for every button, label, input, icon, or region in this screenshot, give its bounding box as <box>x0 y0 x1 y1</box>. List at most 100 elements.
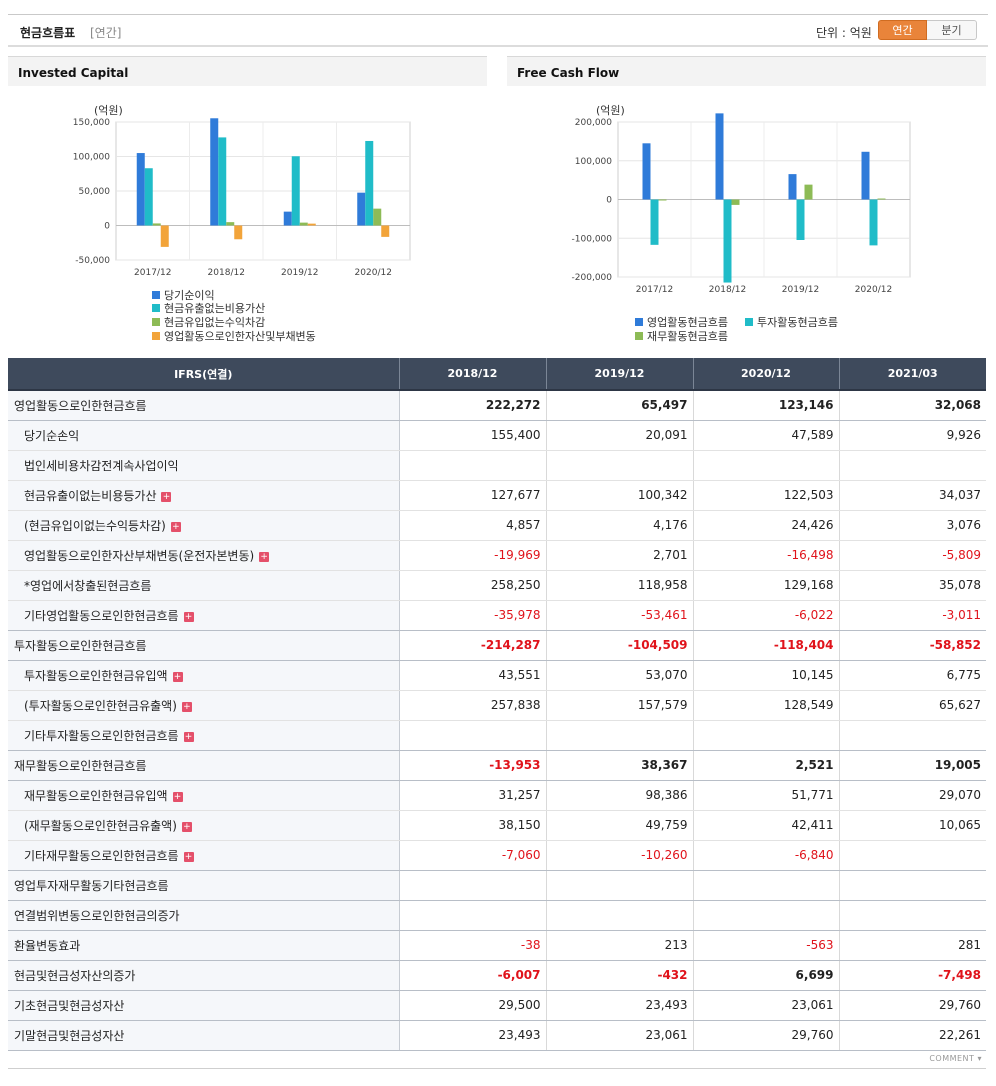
table-row: 환율변동효과 -38 213 -563 281 <box>8 930 986 961</box>
bar <box>283 211 292 226</box>
row-label-text: (투자활동으로인한현금유출액) <box>24 698 177 713</box>
y-tick-label: 0 <box>606 196 612 206</box>
expand-plus-icon[interactable]: + <box>183 611 194 622</box>
expand-plus-icon[interactable]: + <box>181 701 192 712</box>
invested-capital-title: Invested Capital <box>8 56 487 86</box>
header-ifrs: IFRS(연결) <box>8 358 400 391</box>
row-value: 29,760 <box>693 1020 840 1051</box>
bar <box>642 143 651 200</box>
row-value: 34,037 <box>839 480 986 511</box>
row-label-text: 투자활동으로인한현금유입액 <box>24 668 168 683</box>
row-value: -53,461 <box>546 600 694 631</box>
table-row: 영업투자재무활동기타현금흐름 <box>8 870 986 901</box>
x-tick-label: 2020/12 <box>355 268 392 278</box>
row-value: 98,386 <box>546 780 694 811</box>
row-label-text: (현금유입이없는수익등차감) <box>24 518 166 533</box>
expand-plus-icon[interactable]: + <box>183 731 194 742</box>
row-label: (현금유입이없는수익등차감) + <box>8 510 400 541</box>
row-value: 257,838 <box>399 690 547 721</box>
row-label-text: 기타영업활동으로인한현금흐름 <box>24 608 179 623</box>
table-row: 기타투자활동으로인한현금흐름 + <box>8 720 986 751</box>
row-label-text: 투자활동으로인한현금흐름 <box>14 638 147 653</box>
bar <box>299 222 308 226</box>
expand-plus-icon[interactable]: + <box>170 521 181 532</box>
y-tick-label: 150,000 <box>73 118 110 128</box>
row-value <box>399 720 547 751</box>
table-row: 기말현금및현금성자산 23,493 23,061 29,760 22,261 <box>8 1020 986 1051</box>
row-label: (재무활동으로인한현금유출액) + <box>8 810 400 841</box>
expand-plus-icon[interactable]: + <box>181 821 192 832</box>
row-value: 29,070 <box>839 780 986 811</box>
row-label-text: 영업투자재무활동기타현금흐름 <box>14 878 169 893</box>
free-cash-flow-panel: Free Cash Flow (억원) -200,000 -100,000 0 100,… <box>507 56 986 354</box>
table-row: 영업활동으로인한현금흐름 222,272 65,497 123,146 32,068 <box>8 390 986 421</box>
table-row: 기초현금및현금성자산 29,500 23,493 23,061 29,760 <box>8 990 986 1021</box>
table-row: 기타영업활동으로인한현금흐름 + -35,978 -53,461 -6,022 -3,01… <box>8 600 986 631</box>
row-value: 38,367 <box>546 750 694 781</box>
row-value <box>546 720 694 751</box>
bar <box>226 222 235 226</box>
bar <box>877 198 886 200</box>
table-row: 법인세비용차감전계속사업이익 <box>8 450 986 481</box>
bar <box>381 225 390 237</box>
table-row: (재무활동으로인한현금유출액) +38,150 49,759 42,411 10,065 <box>8 810 986 841</box>
x-tick-label: 2018/12 <box>709 285 746 295</box>
table-row: 재무활동으로인한현금흐름 -13,953 38,367 2,521 19,005 <box>8 750 986 781</box>
row-value: -6,840 <box>693 840 840 871</box>
row-label: 재무활동으로인한현금유입액 + <box>8 780 400 811</box>
expand-plus-icon[interactable]: + <box>183 851 194 862</box>
comment-link[interactable]: COMMENT ▾ <box>929 1054 982 1063</box>
bar <box>218 137 227 226</box>
row-value: 31,257 <box>399 780 547 811</box>
row-value: 10,145 <box>693 660 840 691</box>
row-label-text: 법인세비용차감전계속사업이익 <box>24 458 179 473</box>
row-value: -432 <box>546 960 694 991</box>
row-label-text: 연결범위변동으로인한현금의증가 <box>14 908 180 923</box>
row-value: 32,068 <box>839 390 986 421</box>
bar <box>152 223 161 226</box>
row-value: 29,760 <box>839 990 986 1021</box>
legend-label: 현금유입없는수익차감 <box>164 316 265 329</box>
invested-capital-chart: (억원) -50,000 0 50,000 100,000 150,000 2017/12 2… <box>73 104 411 343</box>
row-value: 29,500 <box>399 990 547 1021</box>
legend-label: 영업활동으로인한자산및부채변동 <box>164 329 316 343</box>
row-value: 100,342 <box>546 480 694 511</box>
bar <box>307 223 316 226</box>
row-value: -3,011 <box>839 600 986 631</box>
row-value: 42,411 <box>693 810 840 841</box>
row-value <box>839 720 986 751</box>
row-value: 38,150 <box>399 810 547 841</box>
bar <box>861 151 870 200</box>
y-axis-label: (억원) <box>94 104 123 117</box>
bar <box>723 199 732 283</box>
row-value: 213 <box>546 930 694 961</box>
row-value: 65,497 <box>546 390 694 421</box>
row-value: 6,699 <box>693 960 840 991</box>
row-value: 6,775 <box>839 660 986 691</box>
expand-plus-icon[interactable]: + <box>259 551 270 562</box>
bar <box>869 199 878 246</box>
expand-plus-icon[interactable]: + <box>172 791 183 802</box>
table-row: 현금및현금성자산의증가 -6,007 -432 6,699 -7,498 <box>8 960 986 991</box>
header-period: 2020/12 <box>693 358 840 391</box>
row-value: -38 <box>399 930 547 961</box>
x-tick-label: 2018/12 <box>208 268 245 278</box>
table-row: 기타재무활동으로인한현금흐름 + -7,060 -10,260 -6,840 <box>8 840 986 871</box>
row-value <box>693 900 840 931</box>
row-value: 10,065 <box>839 810 986 841</box>
page-header: 현금흐름표 [연간] 단위 : 억원 연간 분기 <box>8 14 988 47</box>
annual-tab[interactable]: 연간 <box>878 20 927 40</box>
expand-plus-icon[interactable]: + <box>172 671 183 682</box>
row-label-text: *영업에서창출된현금흐름 <box>24 578 152 593</box>
quarterly-tab[interactable]: 분기 <box>927 20 977 40</box>
bar <box>136 153 145 226</box>
expand-plus-icon[interactable]: + <box>161 491 172 502</box>
y-tick-label: 100,000 <box>575 157 612 167</box>
row-label-text: 기타재무활동으로인한현금흐름 <box>24 848 179 863</box>
table-row: 투자활동으로인한현금유입액 +43,551 53,070 10,145 6,775 <box>8 660 986 691</box>
table-row: (투자활동으로인한현금유출액) +257,838 157,579 128,549 65,… <box>8 690 986 721</box>
row-value <box>399 450 547 481</box>
row-value: 19,005 <box>839 750 986 781</box>
invested-capital-panel: Invested Capital (억원) -50,000 0 50,000 100,0… <box>8 56 487 354</box>
row-value: 258,250 <box>399 570 547 601</box>
